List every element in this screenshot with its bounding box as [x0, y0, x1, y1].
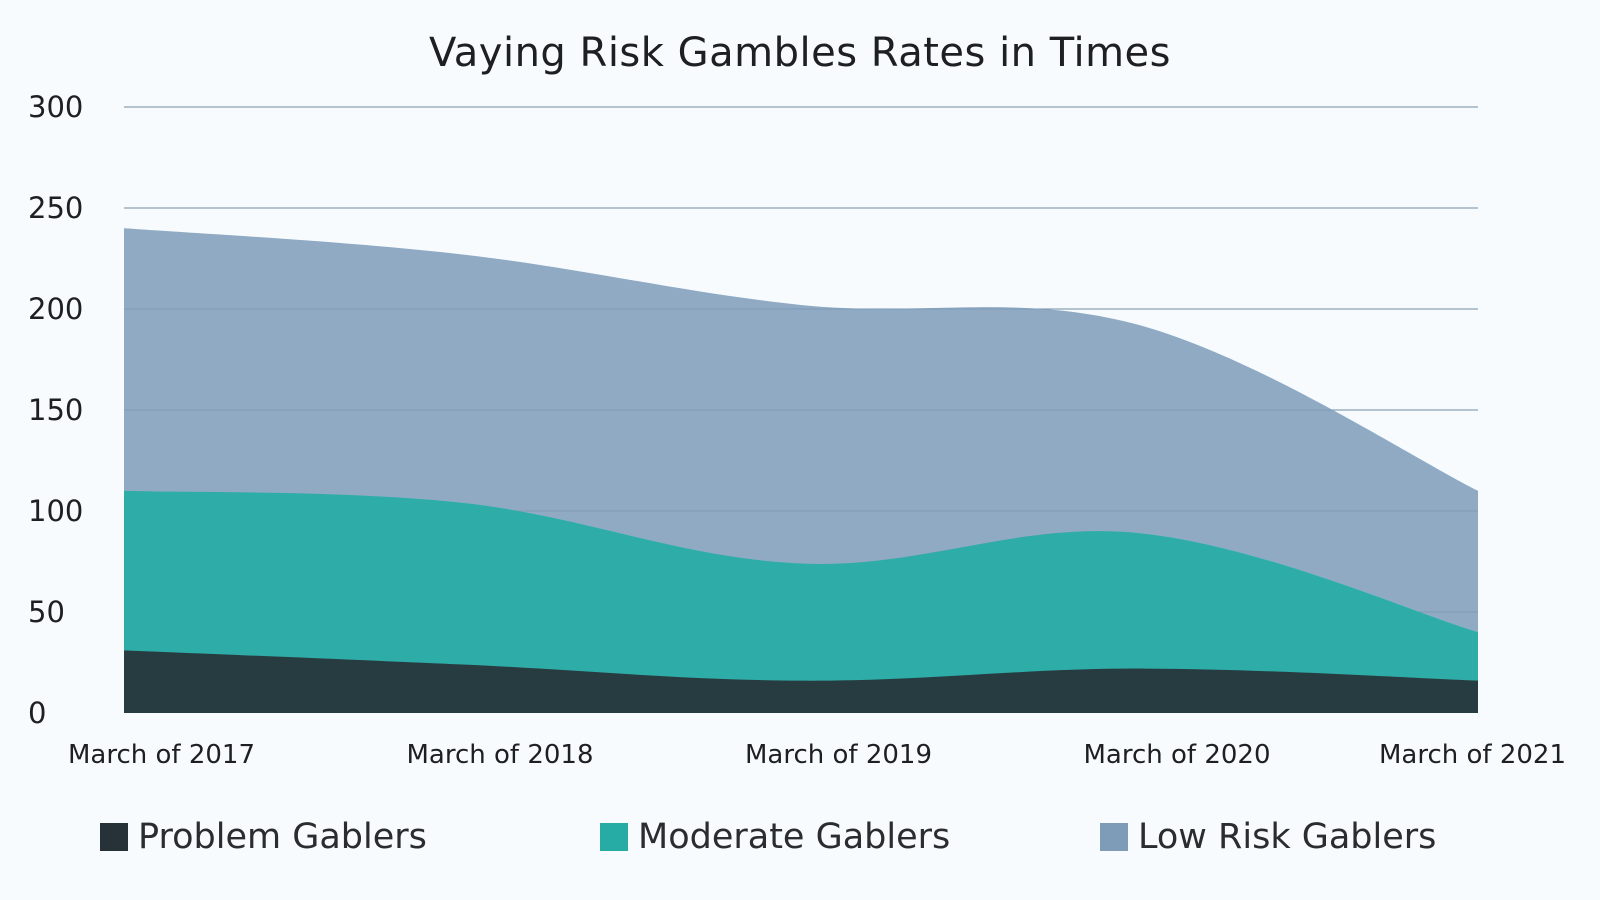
x-tick-label: March of 2019: [745, 740, 932, 770]
legend-label: Moderate Gablers: [638, 817, 951, 857]
area-moderate-gablers: [124, 490, 1478, 713]
area-series: [124, 228, 1478, 713]
legend-label: Problem Gablers: [138, 817, 427, 857]
x-tick-label: March of 2017: [68, 740, 255, 770]
y-tick-label: 50: [28, 595, 65, 629]
y-tick-label: 150: [28, 393, 83, 427]
x-tick-label: March of 2021: [1379, 740, 1566, 770]
x-tick-label: March of 2018: [407, 740, 594, 770]
y-tick-label: 250: [28, 191, 83, 225]
legend-item-moderate: Moderate Gablers: [600, 812, 950, 862]
x-tick-label: March of 2020: [1084, 740, 1271, 770]
chart-title: Vaying Risk Gambles Rates in Times: [429, 30, 1171, 76]
legend-swatch: [600, 823, 628, 851]
y-tick-label: 100: [28, 494, 83, 528]
y-tick-label: 200: [28, 292, 83, 326]
legend-item-problem: Problem Gablers: [100, 812, 427, 862]
legend-label: Low Risk Gablers: [1138, 817, 1437, 857]
legend-swatch: [100, 823, 128, 851]
area-problem-gablers: [124, 650, 1478, 713]
y-tick-label: 0: [28, 696, 46, 730]
y-tick-label: 300: [28, 90, 83, 124]
legend-swatch: [1100, 823, 1128, 851]
legend-item-low-risk: Low Risk Gablers: [1100, 812, 1436, 862]
axis-labels: 0 50 100 150 200 250 300 March of 2017 March of …: [28, 90, 1566, 770]
legend: Problem Gablers Moderate Gablers Low Ris…: [100, 812, 1500, 862]
